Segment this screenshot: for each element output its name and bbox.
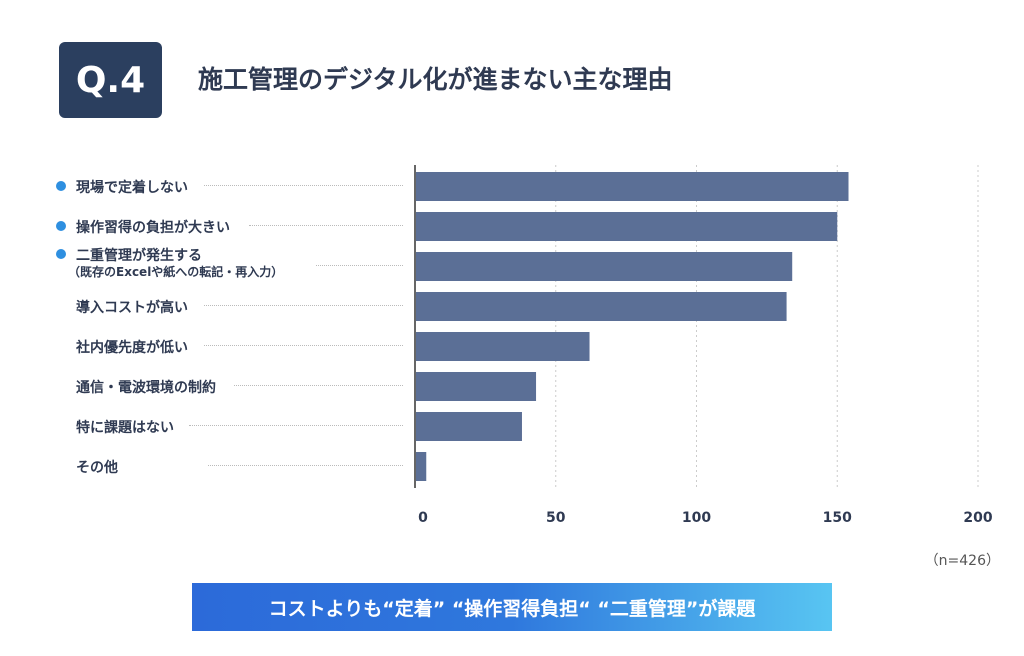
bar	[416, 412, 522, 441]
leader-line	[189, 425, 403, 426]
leader-line	[249, 225, 403, 226]
sample-size: （n=426）	[924, 553, 1000, 569]
x-tick-label: 150	[822, 510, 852, 526]
category-label: 社内優先度が低い	[76, 340, 188, 356]
category-label: 二重管理が発生する	[76, 248, 202, 264]
bar	[416, 292, 787, 321]
question-badge: Q.4	[59, 42, 162, 118]
leader-line	[316, 265, 403, 266]
leader-line	[204, 185, 403, 186]
x-tick-label: 50	[546, 510, 566, 526]
x-tick-label: 0	[418, 510, 428, 526]
category-label: その他	[76, 460, 118, 476]
bar	[416, 452, 427, 481]
x-tick-label: 200	[963, 510, 993, 526]
page-title: 施工管理のデジタル化が進まない主な理由	[198, 65, 673, 94]
summary-banner: コストよりも“定着” “操作習得負担“ “二重管理”が課題	[192, 583, 832, 631]
leader-line	[204, 305, 403, 306]
category-label: 通信・電波環境の制約	[76, 380, 216, 396]
bar	[416, 172, 849, 201]
category-label: 特に課題はない	[76, 420, 174, 436]
bar	[416, 332, 590, 361]
leader-line	[208, 465, 403, 466]
x-tick-label: 100	[681, 510, 712, 526]
highlight-dot-icon	[56, 221, 66, 231]
leader-line	[204, 345, 403, 346]
highlight-dot-icon	[56, 249, 66, 259]
highlight-dot-icon	[56, 181, 66, 191]
category-label: 操作習得の負担が大きい	[76, 220, 230, 236]
category-label: 現場で定着しない	[76, 180, 188, 196]
leader-line	[234, 385, 403, 386]
category-label: 導入コストが高い	[76, 300, 188, 316]
category-note: （既存のExcelや紙への転記・再入力）	[68, 265, 284, 279]
bar	[416, 252, 793, 281]
bar	[416, 372, 537, 401]
bar	[416, 212, 838, 241]
